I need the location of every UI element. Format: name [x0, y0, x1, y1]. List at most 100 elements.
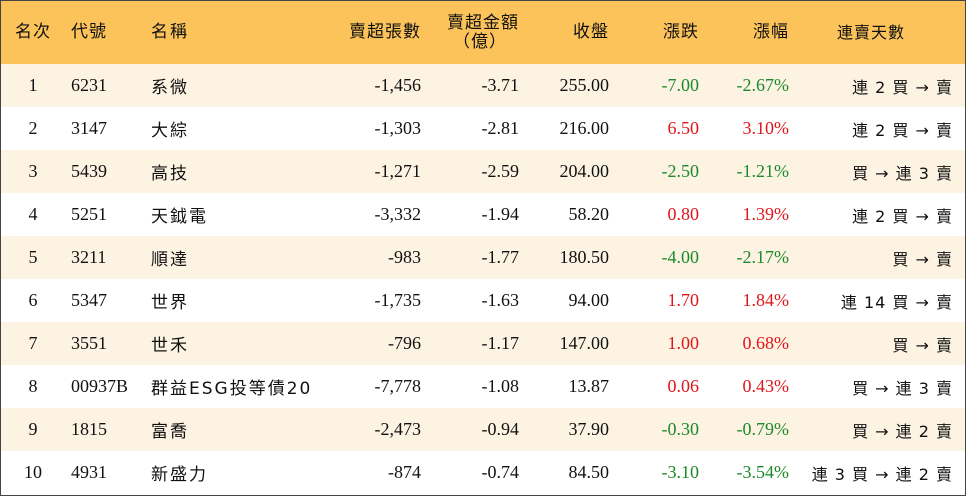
header-change-pct: 漲幅 — [753, 22, 789, 42]
cell-streak: 連 2 買 → 賣 — [852, 77, 953, 97]
cell-sell-amount: -1.17 — [481, 333, 520, 353]
cell-code: 3551 — [71, 333, 107, 353]
cell-sell-shares: -1,303 — [374, 118, 422, 138]
cell-change-pct: -2.67% — [736, 75, 790, 95]
cell-rank: 3 — [28, 161, 38, 181]
header-sell-amount-line1: 賣超金額 — [447, 12, 519, 33]
header-code: 代號 — [71, 22, 107, 42]
cell-change: 1.70 — [667, 290, 700, 310]
cell-change: 0.06 — [667, 376, 700, 396]
table-row: 10 4931 新盛力 -874 -0.74 84.50 -3.10 -3.54% 連 3 買 … — [1, 451, 965, 494]
cell-change-pct: 0.43% — [742, 376, 790, 396]
table-row: 9 1815 富喬 -2,473 -0.94 37.90 -0.30 -0.79% 買 → 連 … — [1, 408, 965, 451]
cell-code: 4931 — [71, 462, 107, 482]
cell-code: 1815 — [71, 419, 107, 439]
cell-close: 216.00 — [559, 118, 610, 138]
cell-streak: 連 3 買 → 連 2 賣 — [811, 464, 953, 484]
cell-rank: 2 — [28, 118, 38, 138]
cell-sell-shares: -983 — [388, 247, 421, 267]
header-sell-amount: 賣超金額 （億） — [421, 1, 519, 64]
cell-name: 世禾 — [151, 336, 189, 356]
cell-sell-shares: -1,456 — [374, 75, 422, 95]
cell-sell-amount: -0.74 — [481, 462, 520, 482]
cell-change: -0.30 — [661, 419, 700, 439]
cell-change-pct: 0.68% — [742, 333, 790, 353]
header-sell-shares: 賣超張數 — [349, 22, 421, 42]
table-row: 7 3551 世禾 -796 -1.17 147.00 1.00 0.68% 買 → 賣 — [1, 322, 965, 365]
cell-code: 5251 — [71, 204, 107, 224]
cell-name: 順達 — [151, 250, 189, 270]
cell-name: 高技 — [151, 164, 189, 184]
cell-sell-shares: -2,473 — [374, 419, 422, 439]
cell-sell-amount: -1.63 — [481, 290, 520, 310]
cell-streak: 連 2 買 → 賣 — [852, 120, 953, 140]
header-close: 收盤 — [573, 22, 609, 42]
cell-change: -2.50 — [661, 161, 700, 181]
table-row: 1 6231 系微 -1,456 -3.71 255.00 -7.00 -2.67% 連 2 買… — [1, 64, 965, 107]
cell-change: 1.00 — [667, 333, 700, 353]
cell-streak: 買 → 連 2 賣 — [852, 421, 953, 441]
table-row: 8 00937B 群益ESG投等債20 -7,778 -1.08 13.87 0.06 0.4… — [1, 365, 965, 408]
table-row: 6 5347 世界 -1,735 -1.63 94.00 1.70 1.84% 連 14 買 →… — [1, 279, 965, 322]
cell-streak: 買 → 賣 — [892, 249, 953, 269]
header-rank: 名次 — [15, 22, 51, 42]
cell-change: -4.00 — [661, 247, 700, 267]
cell-change-pct: -0.79% — [736, 419, 790, 439]
cell-rank: 10 — [24, 462, 42, 482]
cell-sell-amount: -2.81 — [481, 118, 520, 138]
cell-name: 系微 — [151, 78, 189, 98]
cell-sell-amount: -1.77 — [481, 247, 520, 267]
cell-change-pct: 1.84% — [742, 290, 790, 310]
cell-rank: 1 — [28, 75, 38, 95]
cell-sell-shares: -1,735 — [374, 290, 422, 310]
table-row: 5 3211 順達 -983 -1.77 180.50 -4.00 -2.17% 買 → 賣 — [1, 236, 965, 279]
cell-sell-shares: -1,271 — [374, 161, 422, 181]
cell-name: 新盛力 — [151, 465, 208, 485]
cell-change: -7.00 — [661, 75, 700, 95]
cell-change: 0.80 — [667, 204, 700, 224]
table-row: 3 5439 高技 -1,271 -2.59 204.00 -2.50 -1.21% 買 → 連… — [1, 150, 965, 193]
cell-change-pct: 1.39% — [742, 204, 790, 224]
cell-streak: 買 → 連 3 賣 — [852, 163, 953, 183]
cell-close: 37.90 — [568, 419, 610, 439]
cell-name: 大綜 — [151, 121, 189, 141]
cell-close: 255.00 — [559, 75, 610, 95]
cell-sell-shares: -874 — [388, 462, 421, 482]
cell-rank: 6 — [28, 290, 38, 310]
header-row: 名次 代號 名稱 賣超張數 賣超金額 （億） 收盤 漲跌 漲幅 連賣天數 — [1, 1, 965, 64]
cell-rank: 4 — [28, 204, 38, 224]
cell-rank: 9 — [28, 419, 38, 439]
table-row: 2 3147 大綜 -1,303 -2.81 216.00 6.50 3.10% 連 2 買 →… — [1, 107, 965, 150]
cell-streak: 連 2 買 → 賣 — [852, 206, 953, 226]
cell-sell-amount: -2.59 — [481, 161, 520, 181]
cell-code: 3211 — [71, 247, 107, 267]
cell-change-pct: -3.54% — [736, 462, 790, 482]
cell-streak: 連 14 買 → 賣 — [840, 292, 953, 312]
cell-close: 180.50 — [559, 247, 610, 267]
cell-change-pct: -2.17% — [736, 247, 790, 267]
cell-change-pct: 3.10% — [742, 118, 790, 138]
cell-rank: 5 — [28, 247, 38, 267]
cell-close: 94.00 — [568, 290, 610, 310]
cell-sell-amount: -3.71 — [481, 75, 520, 95]
cell-sell-shares: -796 — [388, 333, 421, 353]
cell-close: 204.00 — [559, 161, 610, 181]
cell-name: 世界 — [151, 293, 189, 313]
cell-sell-shares: -3,332 — [374, 204, 422, 224]
table-body: 1 6231 系微 -1,456 -3.71 255.00 -7.00 -2.67% 連 2 買… — [1, 64, 965, 494]
header-sell-amount-line2: （億） — [453, 31, 507, 52]
cell-code: 5347 — [71, 290, 107, 310]
cell-sell-amount: -1.94 — [481, 204, 520, 224]
cell-change: -3.10 — [661, 462, 700, 482]
cell-rank: 8 — [28, 376, 38, 396]
cell-name: 富喬 — [151, 422, 189, 442]
table-header: 名次 代號 名稱 賣超張數 賣超金額 （億） 收盤 漲跌 漲幅 連賣天數 — [1, 1, 965, 64]
cell-close: 58.20 — [568, 204, 610, 224]
cell-code: 5439 — [71, 161, 107, 181]
cell-close: 147.00 — [559, 333, 610, 353]
cell-code: 6231 — [71, 75, 107, 95]
cell-code: 3147 — [71, 118, 107, 138]
table-row: 4 5251 天鉞電 -3,332 -1.94 58.20 0.80 1.39% 連 2 買 →… — [1, 193, 965, 236]
